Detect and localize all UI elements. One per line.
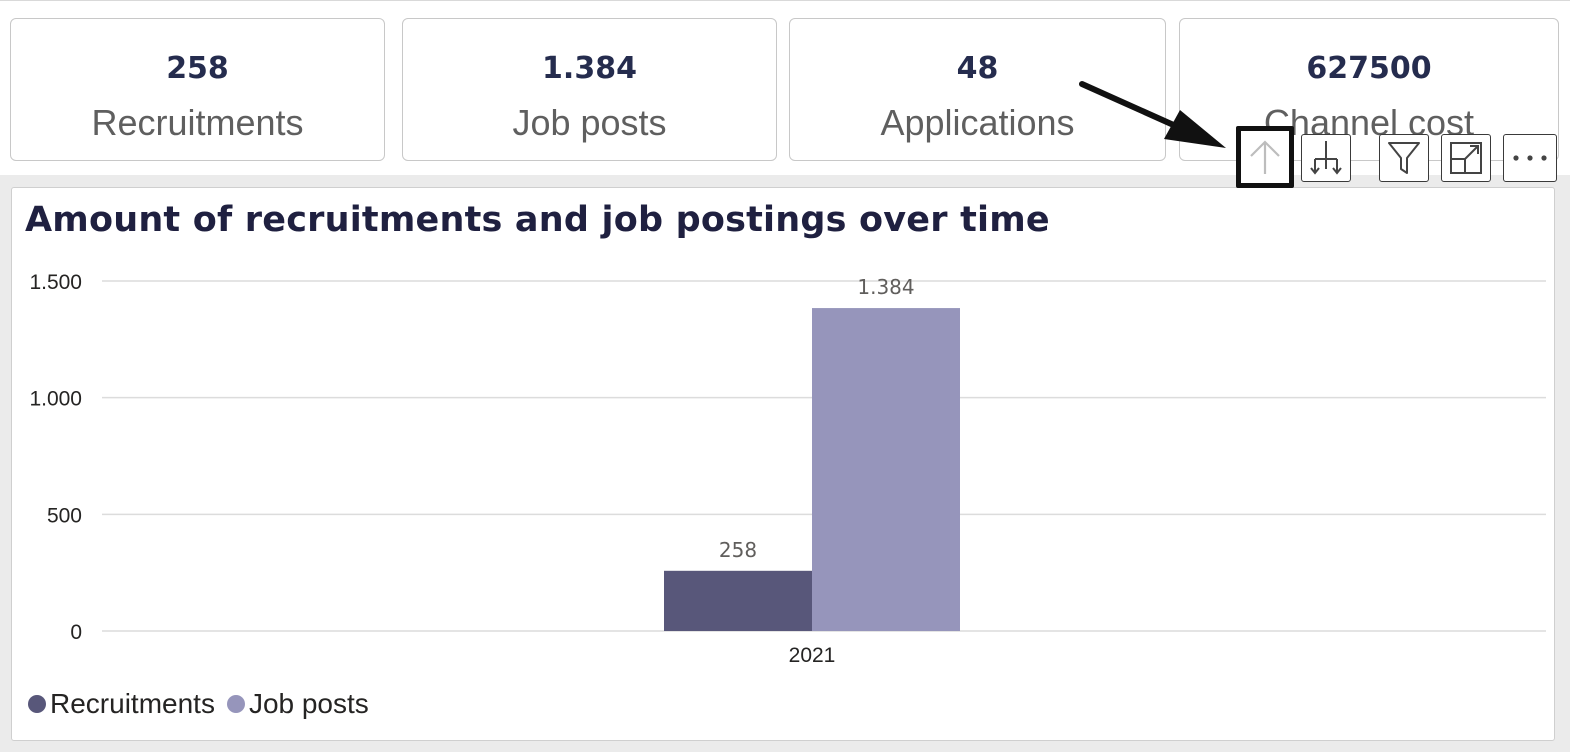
kpi-band: 258 Recruitments 1.384 Job posts 48 Appl… <box>0 0 1570 175</box>
expand-down-button[interactable] <box>1301 134 1351 182</box>
filter-button[interactable] <box>1379 134 1429 182</box>
y-tick-label: 1.500 <box>29 271 82 294</box>
y-tick-label: 500 <box>47 504 82 527</box>
drill-up-icon <box>1250 140 1280 174</box>
kpi-card-channel-cost[interactable]: 627500 Channel cost <box>1179 18 1559 161</box>
chart-legend: Recruitments Job posts <box>28 688 377 720</box>
legend-item-job-posts[interactable]: Job posts <box>226 688 369 720</box>
y-tick-label: 1.000 <box>29 388 82 411</box>
legend-label: Job posts <box>248 688 369 719</box>
bar-recruitments <box>664 570 812 631</box>
data-label: 258 <box>719 538 757 562</box>
bar-chart-visual[interactable]: Amount of recruitments and job postings … <box>11 187 1555 741</box>
focus-mode-icon <box>1450 142 1482 174</box>
visual-title: Amount of recruitments and job postings … <box>25 200 1050 240</box>
kpi-label: Applications <box>880 102 1075 143</box>
data-label: 1.384 <box>857 275 914 299</box>
kpi-value: 258 <box>166 51 229 86</box>
expand-down-icon <box>1310 141 1342 175</box>
more-options-button[interactable] <box>1503 134 1557 182</box>
kpi-value: 1.384 <box>542 51 637 86</box>
drill-up-button[interactable] <box>1236 126 1294 188</box>
chart-svg: 0 500 1.000 1.500 258 1.384 2021 <box>29 271 1546 667</box>
bar-job-posts <box>812 308 960 631</box>
legend-swatch-job-posts <box>226 695 245 713</box>
legend-item-recruitments[interactable]: Recruitments <box>28 688 215 720</box>
kpi-card-applications[interactable]: 48 Applications <box>789 18 1166 161</box>
kpi-card-recruitments[interactable]: 258 Recruitments <box>10 18 385 161</box>
legend-label: Recruitments <box>50 688 215 719</box>
filter-icon <box>1388 142 1420 174</box>
kpi-label: Recruitments <box>91 102 304 143</box>
focus-mode-button[interactable] <box>1441 134 1491 182</box>
y-tick-label: 0 <box>70 621 82 644</box>
more-options-icon <box>1513 155 1547 161</box>
kpi-value: 48 <box>956 51 999 86</box>
kpi-value: 627500 <box>1306 51 1432 86</box>
kpi-label: Job posts <box>512 102 667 143</box>
kpi-card-job-posts[interactable]: 1.384 Job posts <box>402 18 777 161</box>
x-tick-label: 2021 <box>789 644 836 667</box>
kpi-label: Channel cost <box>1263 102 1475 143</box>
legend-swatch-recruitments <box>28 695 46 713</box>
